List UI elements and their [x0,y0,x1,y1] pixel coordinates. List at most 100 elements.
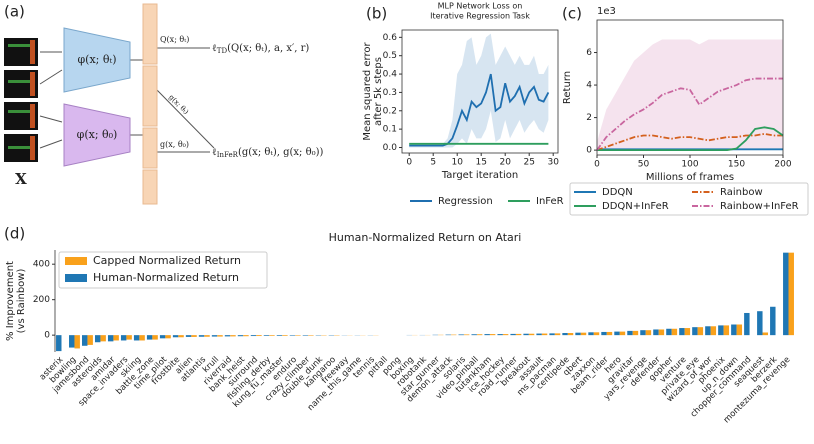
y-tick-label: 4 [586,81,592,91]
loss-infer: ℓInFeR(g(x; θₜ), g(x; θ₀)) [212,147,324,160]
error-band [597,39,783,151]
legend-label: Capped Normalized Return [93,254,241,267]
bar [165,335,171,339]
bar [146,335,153,340]
bar [528,333,535,336]
bar [731,324,737,336]
legend-label: DDQN+InFeR [602,201,669,212]
x-tick-label: 200 [774,160,791,170]
bar [614,331,620,336]
bar [133,335,140,341]
bar [94,335,101,343]
edge-label: Q(x; θₜ) [160,35,189,44]
legend-label: DDQN [602,187,633,198]
bar [541,333,548,336]
bar [484,334,490,336]
bar [554,333,561,336]
bar [217,335,223,337]
bar [276,335,283,336]
legend-label: Rainbow [720,187,763,198]
y-tick-label: 0.4 [383,70,398,80]
bar [640,330,646,336]
y-axis-label: (vs Rainbow) [16,269,27,334]
y-tick-label: 400 [33,260,50,270]
bar [757,311,763,336]
y-tick-label: 0.1 [383,125,397,135]
loss-symbol: ℓ [212,147,217,158]
x-tick-label: 15 [475,158,486,168]
error-band [409,33,549,148]
bar [489,334,496,336]
x-tick-label: 25 [523,158,534,168]
loss-symbol: ℓ [212,43,217,54]
bar [601,331,607,336]
legend-label: Rainbow+InFeR [720,201,799,212]
x-axis-label: Millions of frames [646,172,734,183]
bar [606,331,613,336]
line [596,132,783,151]
bar [263,335,270,336]
bar [56,335,62,352]
panel-label: (a) [4,3,25,21]
y-offset-label: 1e3 [597,6,616,17]
frames [4,38,38,162]
bar [515,333,522,336]
bar [710,326,717,336]
bar [139,335,145,341]
bar [692,327,698,336]
y-axis-label: Return [562,71,573,104]
x-tick-label: 20 [499,158,511,168]
bar [256,335,262,337]
bar [619,331,626,336]
bar [523,333,529,336]
legend-label: InFeR [536,196,564,207]
y-tick-label: 0.6 [383,33,398,43]
bar [666,328,672,336]
bar [770,306,776,336]
bar [458,334,464,336]
bar [653,329,659,336]
line [597,126,784,152]
bar [100,335,106,342]
bar [510,333,516,336]
x-tick-label: 50 [638,160,650,170]
bar [593,332,600,336]
bar [250,335,257,337]
encoder-label: φ(x; θₜ) [77,53,116,66]
chart-title: Human-Normalized Return on Atari [329,231,522,244]
bar [632,330,639,336]
bar [645,330,652,336]
x-tick-label: 10 [451,158,463,168]
bar [152,335,158,340]
x-tick-label: 0 [594,160,600,170]
legend-swatch [65,274,87,282]
bar [497,334,503,336]
panel-label: (c) [562,5,582,23]
bar [684,328,691,336]
bar [575,332,581,336]
bar [788,252,794,336]
bar [74,335,80,349]
bar [679,328,685,336]
bar [126,335,132,340]
edge-label: g(x, θ₀) [160,140,189,149]
y-tick-label: 0 [44,331,50,341]
loss-args: (g(x; θₜ), g(x; θ₀)) [238,147,324,158]
y-tick-label: 0 [586,146,592,156]
bar [120,335,127,341]
bar [627,330,633,336]
bar [282,335,288,336]
bar [705,326,711,336]
bar [471,334,477,336]
bar [185,335,192,337]
arrows [39,47,215,153]
feature-blocks [142,3,158,205]
y-tick-label: 0.5 [383,51,397,61]
loss-sub: TD [217,47,228,55]
y-tick-label: 200 [33,295,50,305]
x-tick-label: 30 [547,158,559,168]
y-axis-label: Mean squared error [362,42,373,141]
bar [671,328,678,336]
bar [562,333,568,336]
bar [107,335,114,342]
